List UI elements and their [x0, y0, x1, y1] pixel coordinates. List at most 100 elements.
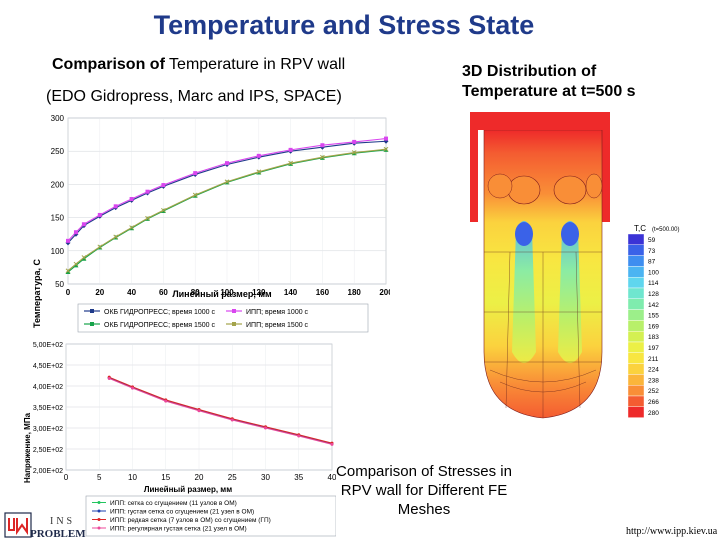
temperature-colorbar: 59 73 87 100 114 128 142 155 169 183 197 211 224 238 2…: [627, 233, 659, 418]
colorbar-label: 266: [648, 399, 659, 406]
temperature-x-tick: 20: [95, 288, 104, 297]
temperature-y-tick: 200: [51, 180, 65, 189]
colorbar-subtitle: (t=500.00): [652, 227, 680, 233]
temperature-y-tick: 300: [51, 114, 65, 123]
temperature-x-tick: 180: [348, 288, 362, 297]
temperature-y-tick: 250: [51, 147, 65, 156]
colorbar-title: T,C: [634, 224, 646, 233]
colorbar-swatch: [627, 374, 645, 386]
temperature-point: [73, 262, 79, 268]
temperature-point: [320, 154, 325, 160]
stress-legend-label: ИПП: сетка со сгущением (11 узлов в ОМ): [110, 500, 237, 507]
temperature-point: [97, 212, 102, 217]
temperature-point: [256, 153, 261, 158]
stress-y-tick: 2,50E+02: [33, 447, 63, 454]
colorbar-swatch: [627, 287, 645, 300]
temperature-x-tick: 160: [316, 288, 330, 297]
colorbar-label: 155: [648, 313, 659, 320]
institute-logo-icon: [4, 512, 32, 538]
temperature-legend-label: ИПП; время 1000 с: [246, 309, 309, 316]
temperature-x-tick: 200: [379, 288, 390, 297]
vessel-body: [470, 112, 610, 419]
stress-y-tick: 5,00E+02: [33, 342, 63, 349]
colorbar-swatch: [627, 406, 645, 418]
distribution-caption-line1: 3D Distribution of: [462, 63, 597, 80]
colorbar-swatch: [627, 255, 645, 267]
temperature-point: [81, 222, 86, 227]
colorbar-label: 169: [648, 323, 659, 330]
temperature-ticks: 50 100 150 200 250 300 0 20 40 60 80 100 120 140 160 18…: [51, 114, 390, 297]
temperature-y-tick: 50: [55, 280, 64, 289]
stress-x-tick: 35: [294, 473, 303, 482]
temperature-point: [73, 230, 78, 235]
stress-x-tick: 25: [228, 473, 237, 482]
colorbar-label: 280: [648, 410, 659, 417]
stress-legend-label: ИПП: редкая сетка (7 узлов в ОМ) со сгущ…: [110, 517, 271, 524]
temperature-x-tick: 120: [252, 288, 266, 297]
stress-x-tick: 5: [97, 473, 102, 482]
temperature-point: [224, 179, 230, 185]
temperature-point: [225, 161, 229, 166]
temperature-chart-sources: (EDO Gidropress, Marc and IPS, SPACE): [46, 88, 342, 105]
temperature-point: [192, 192, 198, 198]
temperature-point: [161, 183, 166, 188]
stress-legend: ИПП: сетка со сгущением (11 узлов в ОМ) И…: [85, 495, 336, 537]
stress-y-tick: 3,00E+02: [33, 426, 63, 433]
stress-point: [164, 399, 168, 403]
stress-chart: 2,00E+02 2,50E+02 3,00E+02 3,50E+02 4,00E+02…: [23, 342, 336, 537]
temperature-point: [129, 197, 134, 202]
stress-legend-marker: [97, 526, 101, 530]
temperature-x-tick: 80: [191, 288, 200, 297]
stress-series-line: [109, 377, 333, 445]
page-title: Temperature and Stress State: [153, 10, 535, 40]
stress-point: [297, 434, 301, 438]
website-url[interactable]: http://www.ipp.kiev.ua: [626, 526, 718, 537]
temperature-point: [145, 215, 150, 221]
stress-series-line: [109, 376, 333, 444]
temperature-point: [384, 136, 388, 141]
stress-x-tick: 15: [161, 473, 170, 482]
stress-legend-marker: [97, 518, 101, 521]
colorbar-swatch: [627, 341, 645, 354]
colorbar-label: 224: [648, 367, 659, 374]
stress-x-tick: 0: [64, 473, 69, 482]
stress-point: [197, 409, 201, 413]
caption-bold: Comparison of: [52, 56, 165, 73]
temperature-legend-label: ОКБ ГИДРОПРЕСС; время 1000 с: [104, 309, 216, 316]
temperature-y-axis-label: Температура, С: [32, 258, 42, 328]
stress-legend-label: ИПП: густая сетка со сгущением (21 узел …: [110, 509, 254, 516]
colorbar-label: 183: [648, 334, 659, 341]
colorbar-label: 100: [648, 269, 659, 276]
colorbar-swatch: [627, 352, 645, 364]
stress-caption: Comparison of Stresses in RPV wall for D…: [336, 463, 512, 518]
stress-ticks: 2,00E+02 2,50E+02 3,00E+02 3,50E+02 4,00E+02…: [33, 342, 336, 482]
temperature-point: [113, 204, 118, 209]
temperature-y-tick: 100: [51, 247, 65, 256]
stress-legend-marker: [97, 509, 101, 513]
stress-point: [107, 376, 111, 380]
temperature-point: [352, 139, 357, 144]
temperature-x-tick: 140: [284, 288, 298, 297]
temperature-x-tick: 60: [159, 288, 168, 297]
stress-legend-label: ИПП: регулярная густая сетка (21 узел в …: [110, 526, 247, 533]
institute-name: INS: [50, 516, 76, 527]
stress-y-axis-label: Напряжение, МПа: [23, 412, 32, 483]
stress-y-tick: 4,00E+02: [33, 384, 63, 391]
stress-point: [330, 442, 334, 446]
stress-y-tick: 3,50E+02: [33, 405, 63, 412]
colorbar-swatch: [627, 395, 645, 408]
temperature-x-tick: 100: [220, 288, 234, 297]
colorbar-swatch: [627, 298, 645, 310]
temperature-point: [113, 234, 119, 240]
stress-y-tick: 2,00E+02: [33, 468, 63, 475]
temperature-point: [145, 189, 150, 194]
institute-problems: PROBLEM: [30, 528, 86, 540]
stress-x-tick: 20: [195, 473, 204, 482]
temperature-point: [81, 255, 87, 260]
temperature-chart: 50 100 150 200 250 300 0 20 40 60 80 100 120 140 160 18…: [32, 114, 390, 333]
temperature-legend-label: ИПП; время 1500 с: [246, 322, 309, 329]
temperature-y-tick: 150: [51, 214, 65, 223]
temperature-point: [161, 207, 166, 213]
temperature-x-tick: 40: [127, 288, 136, 297]
colorbar-swatch: [627, 244, 645, 256]
